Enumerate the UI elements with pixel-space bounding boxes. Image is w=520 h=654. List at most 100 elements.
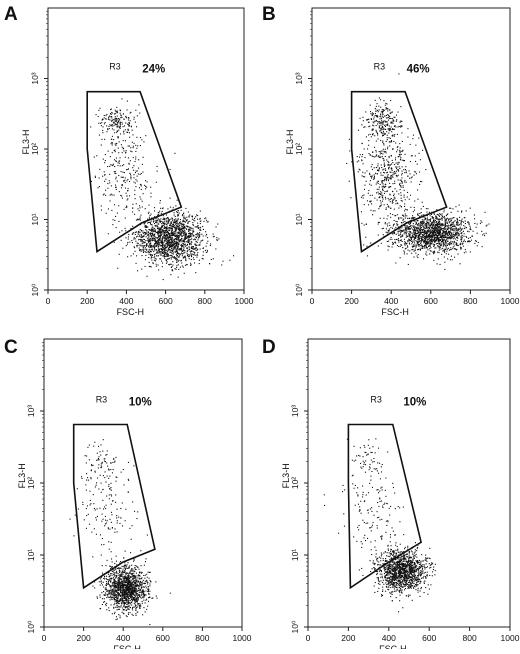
data-point-gate-spread [394,171,395,172]
data-point-main [423,222,424,223]
data-point-gate-spread [137,145,138,146]
data-point-main [408,228,409,229]
data-point-main [190,265,191,266]
data-point-main [157,215,158,216]
data-point-main [454,228,455,229]
data-point-main [209,263,210,264]
data-point-gate-spread [95,177,96,178]
data-point-main [436,225,437,226]
plot-frame [312,8,510,290]
data-point-main [466,227,467,228]
data-point-main [141,269,142,270]
data-point-main [434,242,435,243]
data-point-main [429,239,430,240]
data-point-gate-spread [99,177,100,178]
data-point-gate-upper [377,121,378,122]
data-point-main [168,250,169,251]
data-point-gate-spread [113,219,114,220]
data-point-gate-spread [378,169,379,170]
data-point-main [449,237,450,238]
data-point-gate-spread [116,158,117,159]
data-point-main [149,233,150,234]
data-point-gate-spread [134,194,135,195]
data-point-main [425,245,426,246]
data-point-gate-spread [128,146,129,147]
data-point-main [168,218,169,219]
data-point-main [131,565,132,566]
data-point-main [411,253,412,254]
data-point-gate-spread [137,181,138,182]
data-point-gate-spread [378,163,379,164]
data-point-gate-upper [128,125,129,126]
data-point-gate-spread [371,136,372,137]
data-point-main [465,221,466,222]
data-point-gate-spread [390,213,391,214]
data-point-main [459,217,460,218]
data-point-main [424,241,425,242]
data-point-main [457,240,458,241]
data-point-main [185,208,186,209]
data-point-main [404,233,405,234]
data-point-main [419,213,420,214]
data-point-gate-spread [367,148,368,149]
data-point-main [420,236,421,237]
data-point-main [170,198,171,199]
data-point-main [158,247,159,248]
data-point-gate-spread [114,195,115,196]
data-point-gate-spread [135,110,136,111]
data-point-main [149,249,150,250]
data-point-main [438,232,439,233]
data-point-gate-upper [126,117,127,118]
data-point-gate-spread [98,110,99,111]
data-point-gate-upper [106,125,107,126]
data-point-main [167,245,168,246]
x-tick-label: 600 [156,633,170,643]
data-point-main [197,219,198,220]
data-point-main [453,232,454,233]
data-point-gate-spread [400,159,401,160]
data-point-gate-spread [391,198,392,199]
data-point-gate-upper [372,125,373,126]
data-point-main [166,214,167,215]
data-point-main [168,254,169,255]
data-point-gate-spread [386,124,387,125]
data-point-main [414,239,415,240]
data-point-main [183,253,184,254]
data-point-main [163,247,164,248]
data-point-gate-spread [384,160,385,161]
data-point-main [442,213,443,214]
data-point-main [139,207,140,208]
data-point-main [144,223,145,224]
data-point-main [422,224,423,225]
data-point-main [194,218,195,219]
data-point-gate-spread [361,159,362,160]
data-point-main [400,234,401,235]
data-point-gate-spread [133,147,134,148]
data-point-gate-spread [399,184,400,185]
data-point-main [171,228,172,229]
data-point-main [162,244,163,245]
data-point-main [199,263,200,264]
data-point-gate-spread [372,169,373,170]
data-point-main [468,238,469,239]
data-point-main [161,227,162,228]
data-point-main [187,242,188,243]
data-point-main [386,228,387,229]
data-point-main [173,224,174,225]
data-point-gate-upper [379,123,380,124]
data-point-gate-upper [383,135,384,136]
data-point-gate-spread [369,174,370,175]
data-point-main [394,239,395,240]
data-point-main [420,245,421,246]
data-point-gate-spread [111,194,112,195]
data-point-gate-spread [406,170,407,171]
data-point-gate-spread [156,182,157,183]
data-point-main [173,252,174,253]
data-point-main [190,253,191,254]
data-point-gate-spread [105,195,106,196]
data-point-gate-spread [369,184,370,185]
data-point-main [446,228,447,229]
data-point-gate-spread [112,165,113,166]
data-point-main [142,239,143,240]
data-point-gate-upper [379,126,380,127]
